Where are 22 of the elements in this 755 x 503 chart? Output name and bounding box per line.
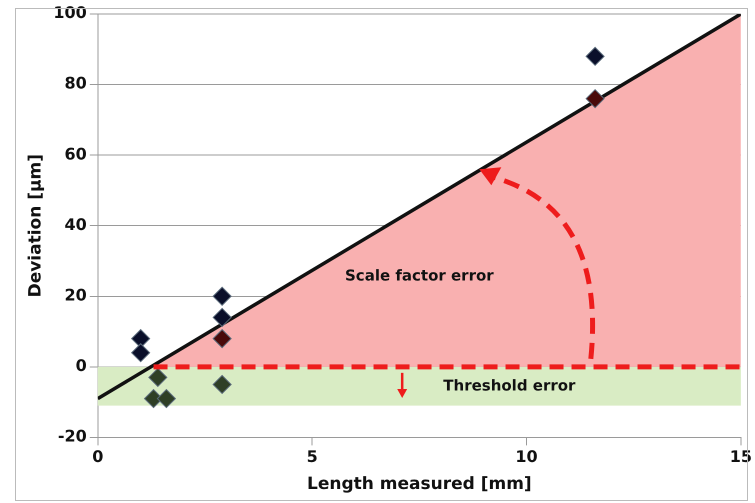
point [212, 374, 232, 394]
x-axis-title: Length measured [mm] [306, 474, 532, 494]
y-tick-label: 60 [64, 144, 87, 164]
y-axis-title: Deviation [µm] [26, 154, 46, 298]
x-tick-label: 10 [515, 447, 538, 466]
point [212, 329, 232, 348]
y-tick-label: 20 [64, 285, 87, 304]
point [148, 368, 168, 387]
annotation: Scale factor error [344, 266, 494, 284]
point [586, 89, 605, 108]
point [586, 46, 605, 66]
annotation: Threshold error [443, 376, 576, 394]
point [212, 308, 232, 327]
x-tick-label: 5 [306, 447, 318, 466]
point [156, 389, 176, 408]
point [131, 343, 150, 362]
y-tick-label: 0 [76, 356, 87, 375]
y-tick-label: 40 [64, 214, 87, 234]
x-tick-label: 0 [92, 447, 104, 466]
y-tick-label: 80 [64, 74, 87, 93]
point [212, 286, 232, 306]
y-tick-label: -20 [58, 426, 87, 446]
